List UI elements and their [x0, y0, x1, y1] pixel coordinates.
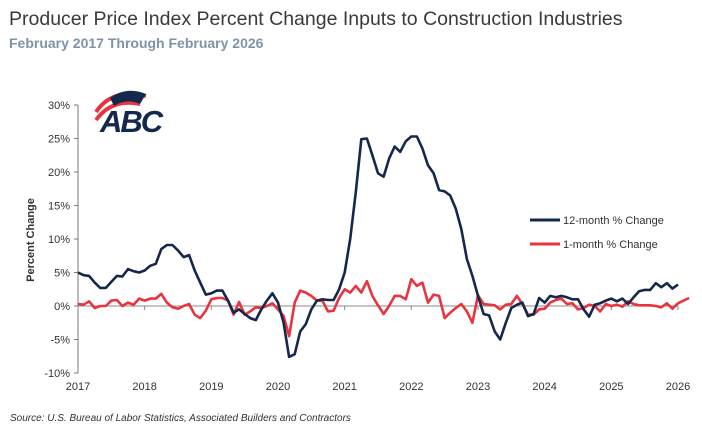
x-tick-label: 2023 — [466, 381, 490, 393]
y-tick-label: 25% — [48, 134, 70, 146]
series-line-12-month — [77, 135, 679, 359]
chart-title: Producer Price Index Percent Change Inpu… — [9, 8, 623, 30]
chart-subtitle: February 2017 Through February 2026 — [9, 35, 264, 51]
abc-logo: ABC — [94, 90, 166, 139]
y-tick-label: 5% — [54, 268, 70, 280]
y-tick-label: 20% — [48, 167, 70, 179]
y-tick-label: -5% — [50, 335, 70, 347]
x-tick-label: 2026 — [666, 381, 690, 393]
svg-text:ABC: ABC — [99, 104, 164, 139]
x-tick-label: 2020 — [266, 381, 290, 393]
x-tick-label: 2019 — [199, 381, 223, 393]
x-tick-label: 2021 — [332, 381, 356, 393]
y-tick-label: 15% — [48, 201, 70, 213]
y-tick-label: 30% — [48, 100, 70, 112]
y-tick-label: -10% — [44, 368, 70, 380]
legend: 12-month % Change 1-month % Change — [530, 215, 664, 251]
legend-label-1-month: 1-month % Change — [563, 239, 658, 251]
legend-label-12-month: 12-month % Change — [563, 215, 664, 227]
y-axis-label: Percent Change — [25, 198, 37, 282]
x-tick-label: 2018 — [132, 381, 156, 393]
x-tick-label: 2024 — [532, 381, 556, 393]
series-line-1-month — [77, 277, 690, 338]
source-note: Source: U.S. Bureau of Labor Statistics,… — [10, 413, 351, 424]
x-tick-label: 2017 — [66, 381, 90, 393]
x-tick-label: 2022 — [399, 381, 423, 393]
y-tick-label: 10% — [48, 234, 70, 246]
y-tick-label: 0% — [54, 301, 70, 313]
x-tick-label: 2025 — [599, 381, 623, 393]
